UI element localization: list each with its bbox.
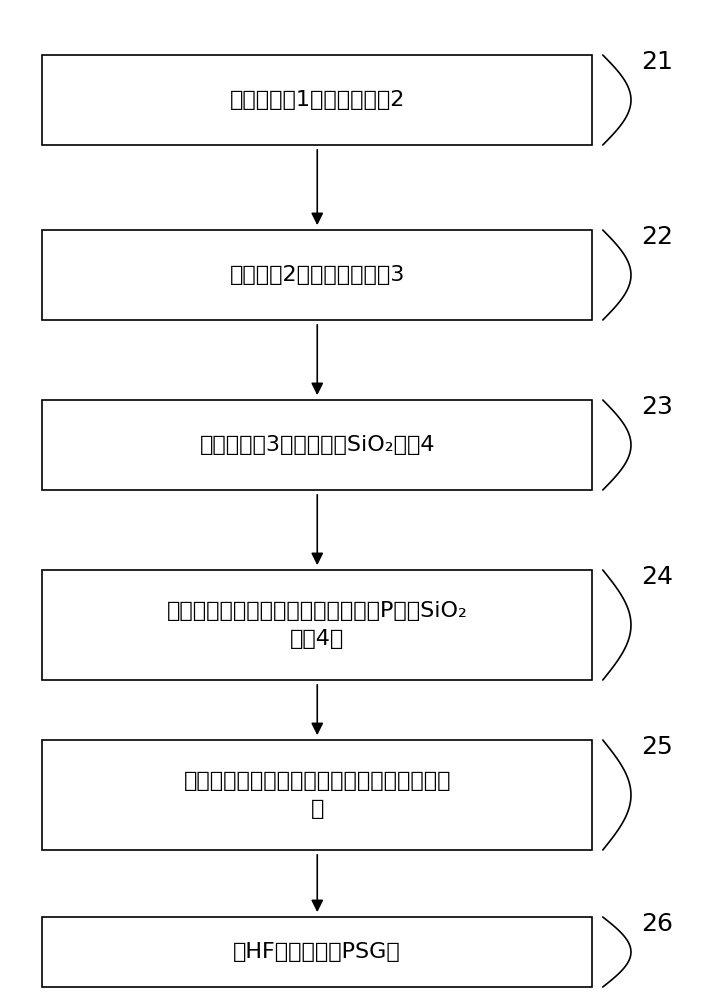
Text: 薄膜4中: 薄膜4中 (290, 629, 344, 649)
Text: 24: 24 (642, 565, 673, 589)
FancyBboxPatch shape (42, 570, 592, 680)
Text: 在缓冲层2上沉积非晶硅层3: 在缓冲层2上沉积非晶硅层3 (230, 265, 405, 285)
Text: 火: 火 (311, 799, 324, 819)
Text: 对经过上述步骤的衬底基板进行准分子激光退: 对经过上述步骤的衬底基板进行准分子激光退 (183, 771, 451, 791)
FancyBboxPatch shape (42, 917, 592, 987)
Text: 26: 26 (642, 912, 673, 936)
FancyBboxPatch shape (42, 230, 592, 320)
Text: 25: 25 (642, 735, 673, 759)
Text: 22: 22 (642, 225, 673, 249)
FancyBboxPatch shape (42, 55, 592, 145)
FancyBboxPatch shape (42, 740, 592, 850)
Text: 21: 21 (642, 50, 673, 74)
Text: 在非晶硅层3上沉积一层SiO₂薄膜4: 在非晶硅层3上沉积一层SiO₂薄膜4 (200, 435, 435, 455)
Text: 23: 23 (642, 395, 673, 419)
Text: 在衬底基板1上沉积缓冲层2: 在衬底基板1上沉积缓冲层2 (230, 90, 405, 110)
Text: 使用磷烷气体通过离子注入的方式将P掺入SiO₂: 使用磷烷气体通过离子注入的方式将P掺入SiO₂ (167, 601, 467, 621)
FancyBboxPatch shape (42, 400, 592, 490)
Text: 在HF溶液中去除PSG层: 在HF溶液中去除PSG层 (233, 942, 401, 962)
